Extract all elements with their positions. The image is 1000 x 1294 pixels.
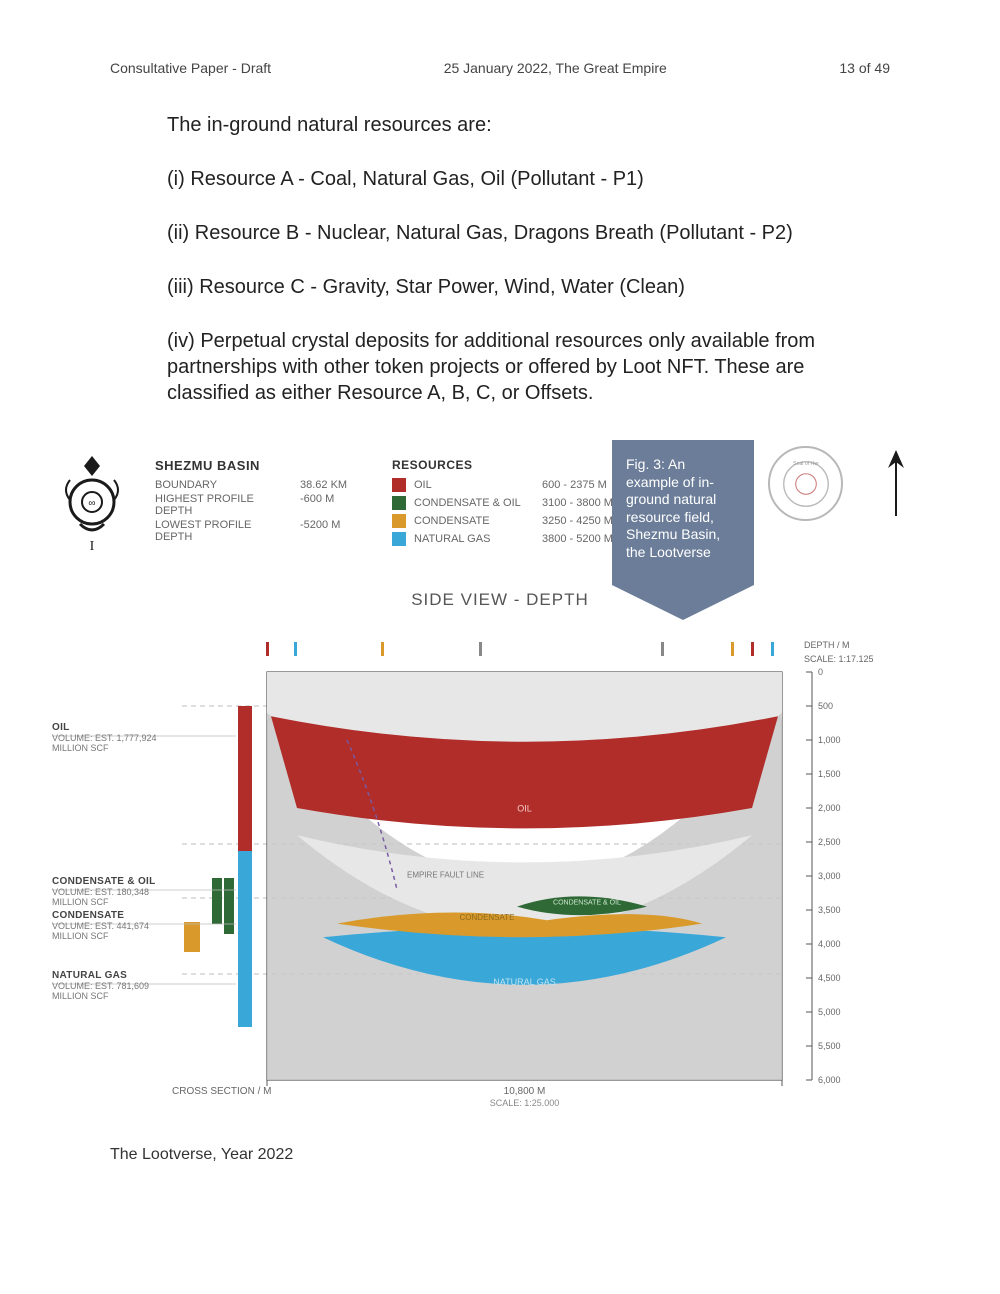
item-ii: (ii) Resource B - Nuclear, Natural Gas, … (167, 220, 825, 246)
page-footer: The Lootverse, Year 2022 (110, 1146, 293, 1164)
svg-text:6,000: 6,000 (818, 1075, 841, 1085)
item-iii: (iii) Resource C - Gravity, Star Power, … (167, 274, 825, 300)
svg-text:I: I (90, 539, 95, 552)
crest-icon: ∞ I (52, 452, 132, 552)
figure-header: ∞ I SHEZMU BASIN BOUNDARY 38.62 KM HIGHEST… (52, 440, 948, 610)
basin-row: LOWEST PROFILE DEPTH -5200 M (155, 519, 347, 543)
resource-label: NATURAL GAS (414, 533, 534, 545)
item-i: (i) Resource A - Coal, Natural Gas, Oil … (167, 166, 825, 192)
vol-heading: CONDENSATE (52, 910, 182, 921)
svg-text:SCALE: 1:25.000: SCALE: 1:25.000 (490, 1098, 560, 1106)
basin-row: HIGHEST PROFILE DEPTH -600 M (155, 493, 347, 517)
svg-text:EMPIRE FAULT LINE: EMPIRE FAULT LINE (407, 870, 484, 879)
item-iv: (iv) Perpetual crystal deposits for addi… (167, 328, 825, 406)
resource-row: CONDENSATE 3250 - 4250 M (392, 514, 613, 528)
seal-icon: Seal of Her (768, 446, 843, 521)
svg-text:4,500: 4,500 (818, 973, 841, 983)
resource-range: 600 - 2375 M (542, 479, 607, 491)
vol-heading: NATURAL GAS (52, 970, 182, 981)
vol-sub: VOLUME: EST. 180,348 MILLION SCF (52, 887, 182, 907)
cross-section-chart: 0 500 1,000 1,500 2,000 2,500 3,000 3,500 4,000 4… (52, 636, 948, 1106)
vol-sub: VOLUME: EST. 1,777,924 MILLION SCF (52, 733, 182, 753)
basin-val: -5200 M (300, 519, 340, 543)
basin-key: BOUNDARY (155, 479, 290, 491)
depth-scale: SCALE: 1:17.125 (804, 654, 874, 664)
vol-sub: VOLUME: EST. 781,609 MILLION SCF (52, 981, 182, 1001)
svg-text:1,000: 1,000 (818, 735, 841, 745)
svg-text:2,000: 2,000 (818, 803, 841, 813)
vol-heading: CONDENSATE & OIL (52, 876, 182, 887)
basin-val: 38.62 KM (300, 479, 347, 491)
intro: The in-ground natural resources are: (167, 112, 825, 138)
north-arrow-icon (884, 450, 908, 520)
vol-sub: VOLUME: EST. 441,674 MILLION SCF (52, 921, 182, 941)
basin-info: SHEZMU BASIN BOUNDARY 38.62 KM HIGHEST PRO… (155, 458, 347, 545)
basin-row: BOUNDARY 38.62 KM (155, 479, 347, 491)
svg-text:4,000: 4,000 (818, 939, 841, 949)
svg-text:∞: ∞ (88, 498, 95, 509)
figure-caption: Fig. 3: An example of in-ground natural … (612, 440, 754, 585)
figure-caption-text: Fig. 3: An example of in-ground natural … (626, 456, 720, 560)
resources-title: RESOURCES (392, 458, 613, 472)
svg-text:CONDENSATE & OIL: CONDENSATE & OIL (553, 900, 621, 907)
body-text: The in-ground natural resources are: (i)… (167, 112, 825, 434)
svg-text:NATURAL GAS: NATURAL GAS (493, 977, 556, 987)
svg-text:10,800 M: 10,800 M (504, 1086, 546, 1097)
resources-legend: RESOURCES OIL 600 - 2375 M CONDENSATE & OI… (392, 458, 613, 550)
header-right: 13 of 49 (839, 60, 890, 76)
swatch-icon (392, 478, 406, 492)
basin-title: SHEZMU BASIN (155, 458, 347, 473)
svg-text:3,000: 3,000 (818, 871, 841, 881)
header-center: 25 January 2022, The Great Empire (444, 60, 667, 76)
svg-text:Seal of Her: Seal of Her (793, 461, 819, 467)
resource-label: OIL (414, 479, 534, 491)
resource-volume-label: CONDENSATEVOLUME: EST. 441,674 MILLION S… (52, 910, 182, 941)
svg-text:CONDENSATE: CONDENSATE (460, 913, 515, 922)
svg-text:2,500: 2,500 (818, 837, 841, 847)
resource-row: CONDENSATE & OIL 3100 - 3800 M (392, 496, 613, 510)
basin-val: -600 M (300, 493, 334, 517)
svg-text:5,000: 5,000 (818, 1007, 841, 1017)
vol-heading: OIL (52, 722, 182, 733)
swatch-icon (392, 532, 406, 546)
resource-label: CONDENSATE & OIL (414, 497, 534, 509)
resource-label: CONDENSATE (414, 515, 534, 527)
resource-row: OIL 600 - 2375 M (392, 478, 613, 492)
page-header: Consultative Paper - Draft 25 January 20… (110, 60, 890, 76)
basin-key: HIGHEST PROFILE DEPTH (155, 493, 290, 517)
resource-volume-label: CONDENSATE & OILVOLUME: EST. 180,348 MIL… (52, 876, 182, 907)
header-left: Consultative Paper - Draft (110, 60, 271, 76)
resource-volume-label: OILVOLUME: EST. 1,777,924 MILLION SCF (52, 722, 182, 753)
resource-row: NATURAL GAS 3800 - 5200 M (392, 532, 613, 546)
svg-text:3,500: 3,500 (818, 905, 841, 915)
basin-key: LOWEST PROFILE DEPTH (155, 519, 290, 543)
svg-text:5,500: 5,500 (818, 1041, 841, 1051)
swatch-icon (392, 514, 406, 528)
resource-volume-label: NATURAL GASVOLUME: EST. 781,609 MILLION … (52, 970, 182, 1001)
side-view-title: SIDE VIEW - DEPTH (0, 590, 1000, 610)
svg-text:0: 0 (818, 667, 823, 677)
depth-title: DEPTH / M (804, 640, 850, 650)
resource-range: 3800 - 5200 M (542, 533, 613, 545)
swatch-icon (392, 496, 406, 510)
svg-text:500: 500 (818, 701, 833, 711)
svg-text:1,500: 1,500 (818, 769, 841, 779)
resource-range: 3100 - 3800 M (542, 497, 613, 509)
svg-text:CROSS SECTION / M: CROSS SECTION / M (172, 1086, 271, 1097)
resource-range: 3250 - 4250 M (542, 515, 613, 527)
svg-text:OIL: OIL (517, 803, 532, 813)
